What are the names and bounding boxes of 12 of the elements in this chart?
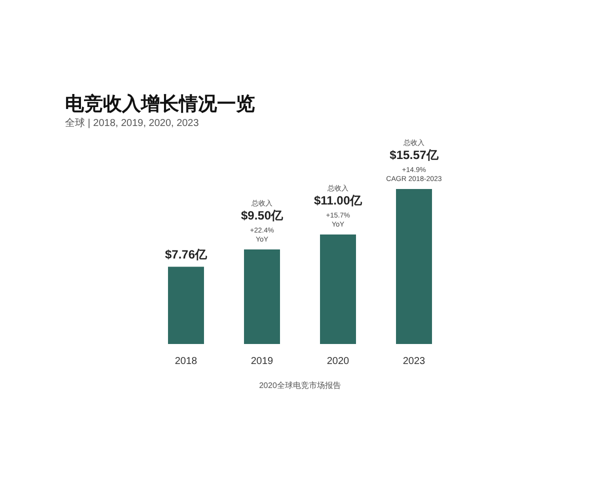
- text: 2020全球电竞市场报告: [259, 381, 341, 390]
- bar: [168, 266, 204, 344]
- x-tick-label: 2020: [326, 356, 350, 367]
- data-label: $7.76亿: [164, 248, 208, 262]
- bar: [320, 234, 356, 344]
- chart-subtitle: 全球 | 2018, 2019, 2020, 2023: [65, 117, 200, 129]
- chart-title: 电竞收入增长情况一览: [65, 93, 255, 115]
- bar: [396, 189, 432, 344]
- x-tick-label: 2023: [402, 356, 426, 367]
- x-tick-label: 2019: [250, 356, 274, 367]
- x-tick-label: 2018: [174, 356, 198, 367]
- bar: [244, 249, 280, 344]
